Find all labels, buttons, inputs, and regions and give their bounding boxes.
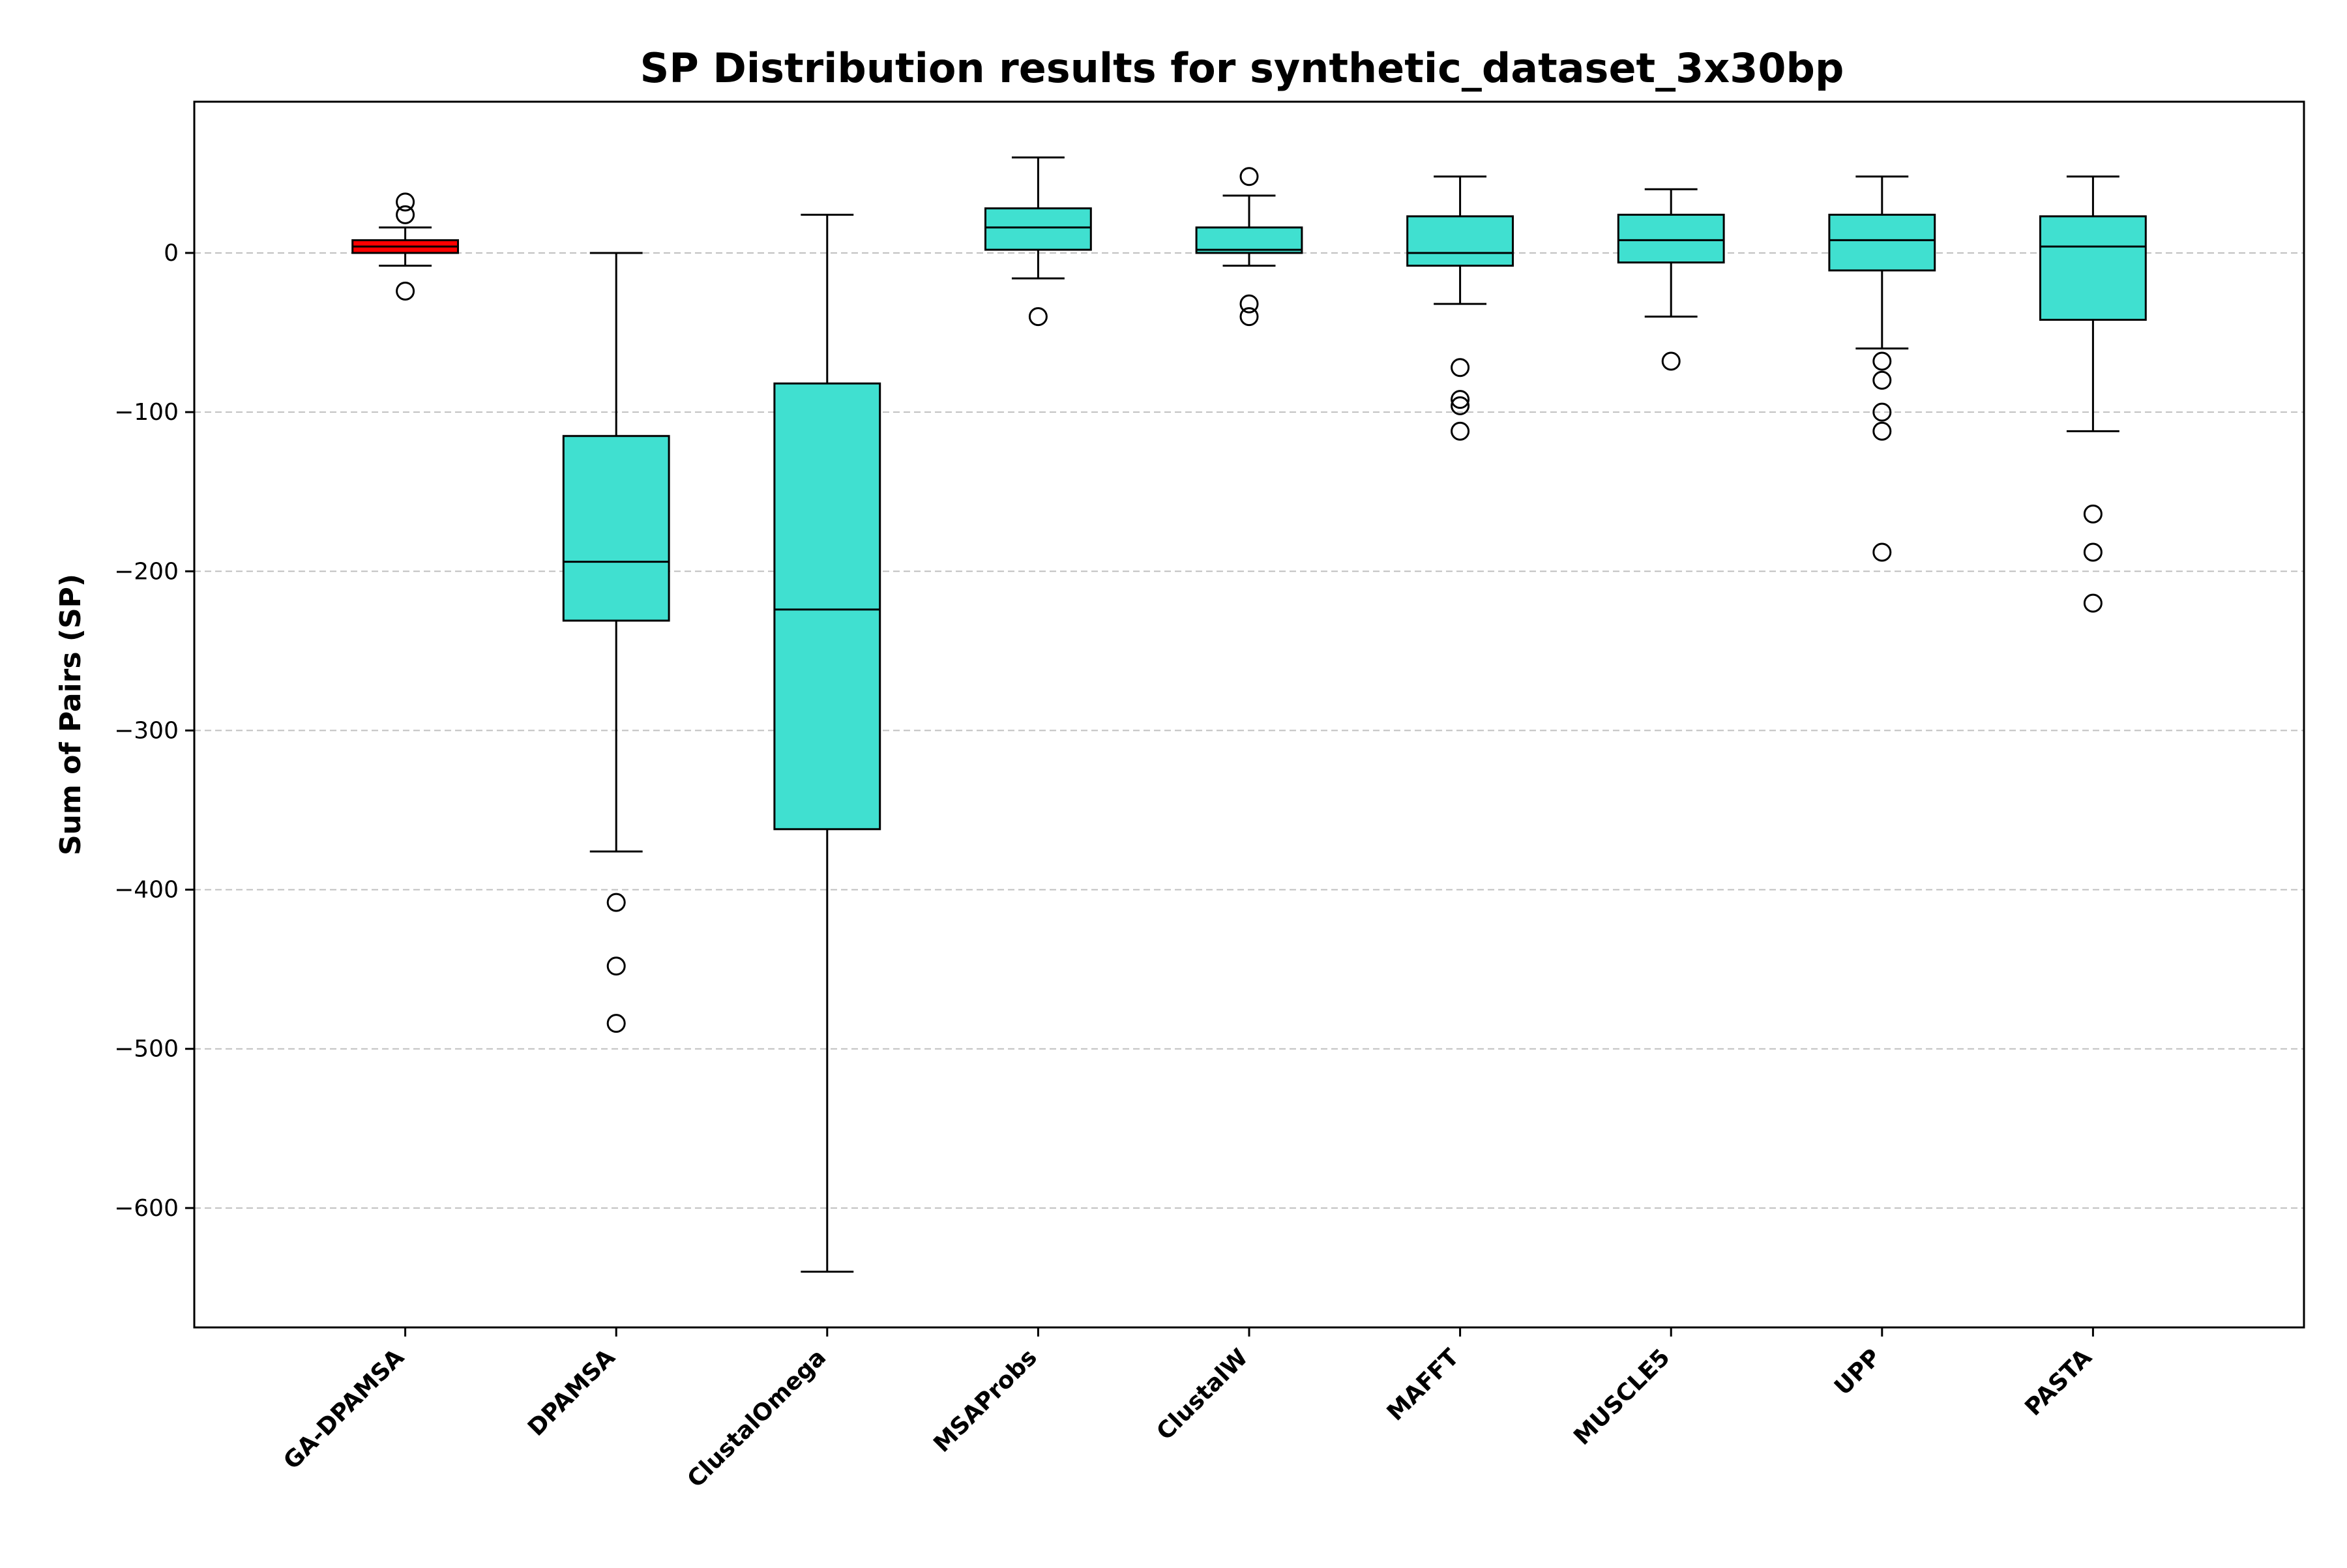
- plot-area-frame: [193, 100, 2305, 1329]
- box-iqr: [1617, 213, 1725, 264]
- x-tick-label: MUSCLE5: [1569, 1344, 1675, 1450]
- outlier-point: [1239, 167, 1259, 186]
- outlier-point: [396, 282, 415, 301]
- y-tick-label: −400: [114, 877, 179, 904]
- x-tick-label: PASTA: [2020, 1344, 2097, 1421]
- y-tick-label: −600: [114, 1195, 179, 1222]
- outlier-point: [1451, 421, 1470, 441]
- outlier-point: [1872, 402, 1892, 422]
- outlier-point: [2083, 593, 2103, 613]
- y-tick-label: −300: [114, 717, 179, 744]
- box-group-pasta: [2039, 175, 2147, 613]
- y-axis-label: Sum of Pairs (SP): [54, 574, 87, 855]
- y-tick-label: −100: [114, 399, 179, 426]
- box-group-mafft: [1406, 175, 1514, 441]
- x-tick-label: ClustalOmega: [683, 1344, 832, 1493]
- box-group-ga-dpamsa: [351, 192, 460, 301]
- outlier-point: [1872, 421, 1892, 441]
- y-tick-label: −200: [114, 558, 179, 585]
- outlier-point: [1872, 351, 1892, 371]
- box-group-msaprobs: [984, 156, 1092, 327]
- outlier-point: [396, 192, 415, 212]
- box-iqr: [984, 207, 1092, 251]
- box-group-muscle5: [1617, 188, 1725, 371]
- y-tick-label: 0: [164, 240, 179, 267]
- box-iqr: [2039, 215, 2147, 321]
- outlier-point: [606, 893, 626, 912]
- outlier-point: [1872, 370, 1892, 390]
- outlier-point: [1451, 358, 1470, 377]
- box-group-clustalw: [1195, 167, 1303, 327]
- outlier-point: [1239, 294, 1259, 314]
- box-iqr: [562, 435, 670, 622]
- y-tick-label: −500: [114, 1036, 179, 1063]
- x-tick-label: MSAProbs: [928, 1344, 1042, 1457]
- outlier-point: [2083, 542, 2103, 562]
- box-iqr: [773, 382, 881, 831]
- outlier-point: [1872, 542, 1892, 562]
- x-tick-label: ClustalW: [1152, 1344, 1254, 1445]
- outlier-point: [396, 205, 415, 224]
- x-tick-label: DPAMSA: [523, 1344, 621, 1442]
- x-tick-label: UPP: [1829, 1344, 1886, 1400]
- box-iqr: [1195, 226, 1303, 254]
- outlier-point: [606, 956, 626, 976]
- outlier-point: [606, 1014, 626, 1033]
- box-iqr: [1828, 213, 1936, 272]
- outlier-point: [1451, 390, 1470, 409]
- outlier-point: [1028, 307, 1048, 327]
- outlier-point: [1239, 307, 1259, 327]
- box-group-upp: [1828, 175, 1936, 562]
- box-layer: [351, 156, 2147, 1273]
- y-axis: 0 −100 −200 −300 −400 −500 −600: [114, 240, 194, 1222]
- box-group-dpamsa: [562, 252, 670, 1033]
- box-iqr: [1406, 215, 1514, 267]
- grid-lines: [194, 252, 2304, 1209]
- outlier-point: [1451, 396, 1470, 415]
- chart-title: SP Distribution results for synthetic_da…: [640, 44, 1844, 92]
- x-axis: GA-DPAMSA DPAMSA ClustalOmega MSAProbs Clust…: [278, 1327, 2097, 1493]
- x-tick-label: MAFFT: [1382, 1344, 1464, 1426]
- box-group-clustalomega: [773, 213, 881, 1273]
- outlier-point: [2083, 504, 2103, 524]
- x-tick-label: GA-DPAMSA: [278, 1344, 409, 1475]
- outlier-point: [1661, 351, 1681, 371]
